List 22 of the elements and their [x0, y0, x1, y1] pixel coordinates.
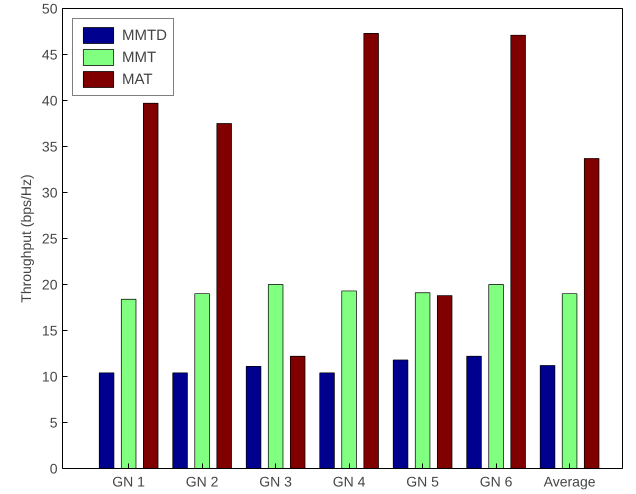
y-tick-label: 20: [42, 276, 58, 292]
x-tick-label: GN 4: [332, 474, 366, 490]
y-tick-label: 25: [42, 230, 58, 246]
y-tick-label: 30: [42, 184, 58, 200]
y-tick-label: 5: [50, 414, 58, 430]
x-tick-label: GN 2: [186, 474, 219, 490]
y-tick-label: 40: [42, 92, 58, 108]
x-tick-label: Average: [544, 474, 596, 490]
y-tick-label: 50: [42, 0, 58, 16]
x-tick-label: GN 3: [259, 474, 292, 490]
y-tick-label: 10: [42, 368, 58, 384]
x-tick-label: GN 1: [112, 474, 146, 490]
legend-label: MMT: [122, 48, 156, 66]
y-axis-title: Throughput (bps/Hz): [18, 174, 34, 303]
y-tick-label: 35: [42, 138, 58, 154]
y-tick-label: 0: [50, 460, 58, 476]
y-tick-label: 45: [42, 46, 58, 62]
y-tick-label: 15: [42, 322, 58, 338]
legend-label: MAT: [122, 70, 153, 88]
legend-label: MMTD: [122, 26, 167, 44]
x-tick-label: GN 6: [480, 474, 513, 490]
x-tick-label: GN 5: [406, 474, 440, 490]
